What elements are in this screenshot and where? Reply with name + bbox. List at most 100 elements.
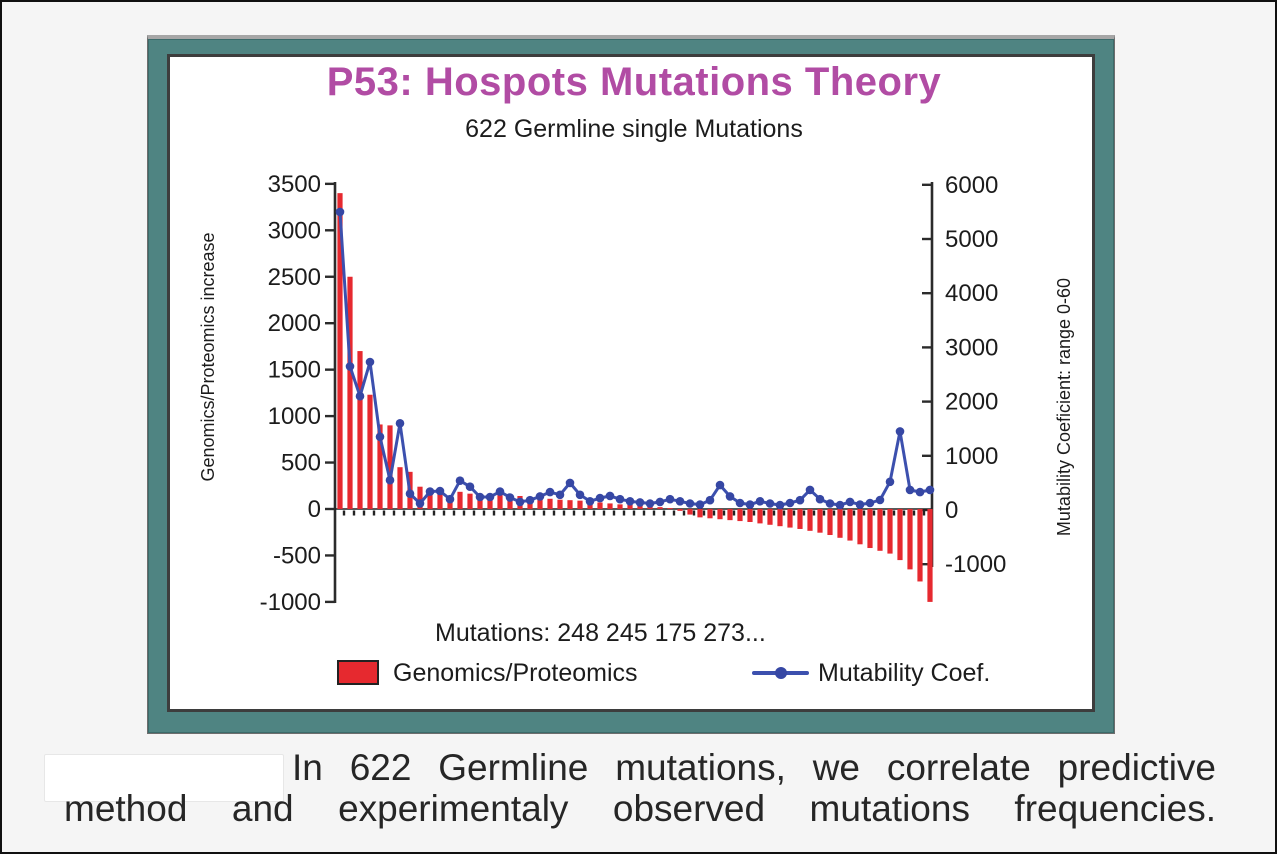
zero-line-tick <box>762 510 766 516</box>
line-point <box>655 497 665 507</box>
zero-line-tick <box>842 510 846 516</box>
zero-line-tick <box>632 510 636 516</box>
line-point <box>725 492 735 501</box>
zero-line-tick <box>802 510 806 516</box>
line-point <box>705 495 715 505</box>
left-axis-tick-label: -500 <box>273 542 321 569</box>
bar <box>347 276 353 509</box>
line-point <box>625 497 635 506</box>
caption-paragraph: In 622 Germline mutations, we correlate … <box>64 747 1216 829</box>
bar <box>507 495 513 509</box>
zero-line-tick <box>922 510 926 516</box>
line-point <box>895 427 905 436</box>
zero-line-tick <box>602 510 606 516</box>
left-axis-tick-label: 2500 <box>268 264 321 291</box>
bar <box>357 351 363 509</box>
zero-line-tick <box>772 510 776 516</box>
line-point <box>475 492 485 502</box>
zero-line-tick <box>362 510 366 516</box>
bar <box>817 509 823 533</box>
bar <box>677 509 683 511</box>
zero-line-tick <box>482 510 486 516</box>
legend-line-label: Mutability Coef. <box>818 659 991 687</box>
line-point <box>345 362 355 371</box>
line-path <box>338 211 931 507</box>
caption-line-1: In 622 Germline mutations, we correlate … <box>292 747 1216 788</box>
zero-line-tick <box>352 510 356 516</box>
zero-line-tick <box>372 510 376 516</box>
line-point <box>915 487 925 497</box>
bar <box>917 509 923 582</box>
bar <box>927 509 933 602</box>
line-point <box>435 486 445 496</box>
bar <box>577 500 583 509</box>
bar <box>697 509 703 518</box>
zero-line-tick <box>382 510 386 516</box>
line-point <box>525 495 535 505</box>
zero-line-tick <box>532 510 536 516</box>
bar <box>627 504 633 509</box>
bar <box>857 509 863 545</box>
bar <box>767 509 773 525</box>
line-point <box>615 494 625 504</box>
line-point <box>865 498 875 508</box>
zero-line-tick <box>402 510 406 516</box>
left-axis-tick-label: 3500 <box>268 171 321 198</box>
bar <box>847 509 853 541</box>
bar <box>637 505 643 509</box>
bar <box>887 509 893 554</box>
line-point <box>505 493 515 502</box>
zero-line-tick <box>542 510 546 516</box>
line-point <box>775 500 785 510</box>
line-point <box>805 485 815 495</box>
line-point <box>535 492 545 501</box>
zero-line-tick <box>422 510 426 516</box>
legend-bar-label: Genomics/Proteomics <box>393 659 638 687</box>
bar <box>807 509 813 531</box>
line-point <box>565 478 575 488</box>
zero-line-tick <box>492 510 496 516</box>
zero-line-tick <box>782 510 786 516</box>
line-point <box>395 419 405 428</box>
zero-line-tick <box>452 510 456 516</box>
bar <box>707 509 713 519</box>
left-axis-tick-label: 500 <box>281 450 321 477</box>
line-point <box>855 500 865 509</box>
zero-line-tick <box>752 510 756 516</box>
bar <box>607 503 613 509</box>
zero-line-tick <box>642 510 646 516</box>
right-axis-tick-label: 4000 <box>945 280 998 307</box>
right-axis-tick-label: 6000 <box>945 172 998 199</box>
zero-line-tick <box>672 510 676 516</box>
line-point <box>455 476 465 486</box>
zero-line-tick <box>852 510 856 516</box>
bar <box>667 508 673 510</box>
zero-line-tick <box>912 510 916 516</box>
bar <box>617 504 623 509</box>
bar <box>777 509 783 527</box>
bar <box>477 495 483 509</box>
zero-line-tick <box>882 510 886 516</box>
line-point <box>645 499 655 508</box>
right-axis-tick-label: 1000 <box>945 443 998 470</box>
line-point <box>785 498 795 508</box>
bar <box>387 425 393 509</box>
line-point <box>415 499 425 508</box>
line-point <box>375 432 385 442</box>
line-point <box>575 490 585 500</box>
zero-line-tick <box>502 510 506 516</box>
line-point <box>465 482 475 492</box>
zero-line-tick <box>432 510 436 516</box>
zero-line-tick <box>902 510 906 516</box>
line-point <box>445 494 455 504</box>
bar <box>757 509 763 524</box>
bar <box>907 509 913 570</box>
zero-line-tick <box>872 510 876 516</box>
left-axis-tick-label: 1000 <box>268 403 321 430</box>
caption-line-2: method and experimentaly observed mutati… <box>64 787 1216 829</box>
bar <box>657 507 663 509</box>
bar <box>457 491 463 509</box>
bar <box>497 493 503 509</box>
zero-line-tick <box>442 510 446 516</box>
line-point <box>605 491 615 501</box>
